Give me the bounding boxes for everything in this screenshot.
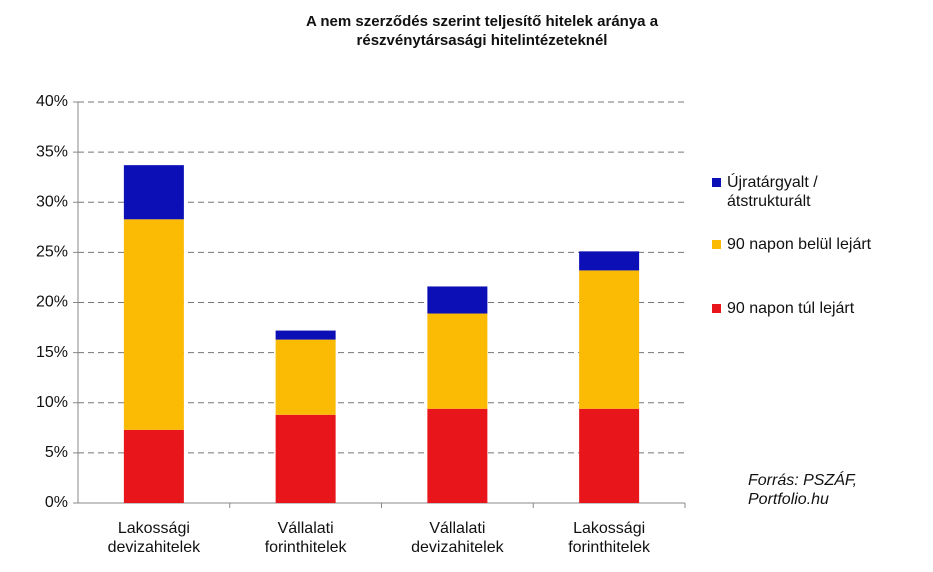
x-tick-label: Lakossági devizahitelek [108, 520, 202, 556]
legend-swatch [712, 304, 721, 313]
legend-label: 90 napon belül lejárt [727, 236, 872, 253]
bar-segment [275, 330, 336, 340]
bar-segment [123, 429, 184, 503]
y-tick-label: 35% [36, 143, 68, 160]
bar-segment [275, 414, 336, 503]
legend-swatch [712, 178, 721, 187]
source-note: Forrás: PSZÁF, Portfolio.hu [748, 470, 857, 508]
bar-segment [579, 251, 640, 271]
x-tick-label: Lakossági forinthitelek [568, 520, 651, 556]
bar-segment [427, 286, 488, 314]
y-tick-label: 25% [36, 244, 68, 261]
legend-label: 90 napon túl lejárt [727, 300, 855, 317]
bar-segment [275, 339, 336, 415]
y-tick-label: 5% [45, 444, 68, 461]
bar-segment [579, 408, 640, 503]
y-tick-label: 15% [36, 344, 68, 361]
x-tick-label: Vállalati devizahitelek [411, 520, 505, 556]
bar-segment [427, 313, 488, 409]
y-tick-label: 20% [36, 294, 68, 311]
x-tick-label: Vállalati forinthitelek [265, 520, 348, 556]
y-tick-label: 30% [36, 193, 68, 210]
legend-swatch [712, 240, 721, 249]
bar-segment [427, 408, 488, 503]
bar-segment [123, 165, 184, 220]
chart-title: A nem szerződés szerint teljesítő hitele… [306, 13, 659, 49]
bar-segment [579, 270, 640, 409]
y-tick-label: 0% [45, 494, 68, 511]
y-tick-label: 40% [36, 93, 68, 110]
bar-segment [123, 219, 184, 430]
legend-label: Újratárgyalt / átstrukturált [727, 172, 818, 210]
y-tick-label: 10% [36, 394, 68, 411]
